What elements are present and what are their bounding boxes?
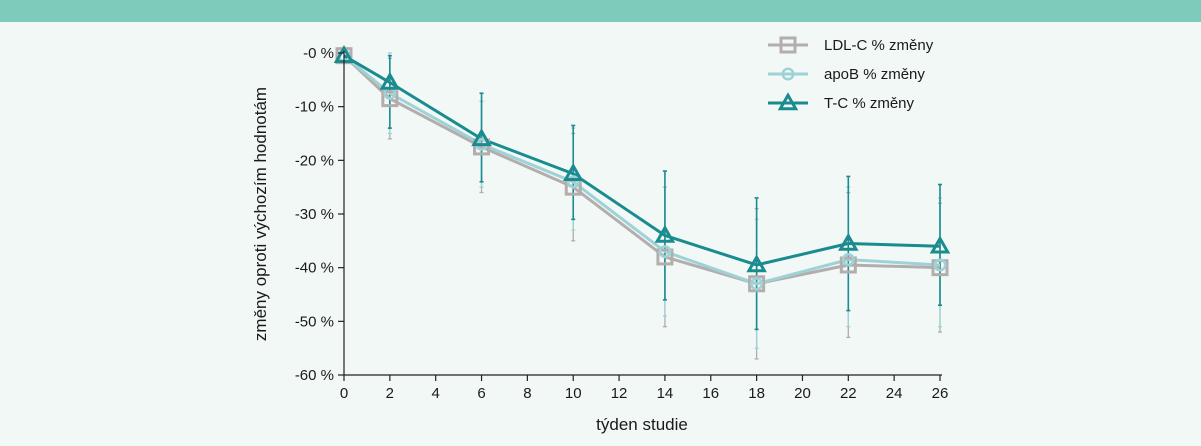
x-tick-label: 0 <box>340 385 348 402</box>
series-triangle-line <box>343 54 941 267</box>
series-lines-layer <box>342 54 941 286</box>
series-markers-layer <box>333 44 951 293</box>
series-triangle-point <box>471 128 492 147</box>
series-circle-point <box>841 253 855 267</box>
chart-frame: 0 2 4 6 8 10 12 14 16 18 20 22 24 26 -0 % -10 % -20 % -30… <box>0 22 1201 441</box>
series-triangle-point <box>562 163 584 182</box>
y-axis-title: změny oproti výchozím hodnotám <box>251 87 270 341</box>
x-tick-label: 10 <box>565 385 582 402</box>
series-triangle-point <box>746 254 767 273</box>
header-bar <box>0 0 1201 22</box>
series-circle-point <box>933 258 947 272</box>
series-circle-point <box>750 277 764 291</box>
legend-square-marker <box>779 36 797 54</box>
x-tick-label: 6 <box>477 385 485 402</box>
series-circle-line <box>343 54 941 286</box>
series-square-point <box>656 248 674 266</box>
series-square-point <box>839 256 857 274</box>
series-triangle-point <box>379 71 401 90</box>
series-triangle-point <box>654 224 676 243</box>
legend-triangle-marker <box>777 92 799 111</box>
x-tick-label: 12 <box>611 385 628 402</box>
series-circle-point <box>658 245 672 259</box>
series-triangle-point <box>929 235 951 254</box>
line-chart: 0 2 4 6 8 10 12 14 16 18 20 22 24 26-0 %-10 %-20 %-30… <box>251 36 951 434</box>
axes-layer: 0 2 4 6 8 10 12 14 16 18 20 22 24 26-0 %-10 %-20 %-30… <box>295 45 949 402</box>
x-tick-label: 2 <box>386 385 394 402</box>
legend-circle-label: apoB % změny <box>824 66 925 83</box>
legend-square-label: LDL-C % změny <box>824 37 934 54</box>
x-tick-label: 22 <box>840 385 857 402</box>
x-tick-label: 16 <box>702 385 719 402</box>
legend-triangle-label: T-C % změny <box>824 95 915 112</box>
series-triangle-point <box>838 232 859 251</box>
y-tick-label: -20 % <box>295 152 334 169</box>
series-square-line <box>342 54 941 286</box>
y-tick-label: -60 % <box>295 367 334 384</box>
x-tick-label: 20 <box>794 385 811 402</box>
x-tick-label: 26 <box>932 385 949 402</box>
y-tick-label: -0 % <box>303 45 334 62</box>
x-tick-label: 8 <box>523 385 531 402</box>
y-tick-label: -30 % <box>295 206 334 223</box>
y-tick-label: -50 % <box>295 313 334 330</box>
series-square-point <box>381 90 399 108</box>
legend-circle-marker <box>781 67 795 81</box>
y-tick-label: -10 % <box>295 99 334 116</box>
legend: LDL-C % změny apoB % změny T-C % změny <box>768 36 934 112</box>
series-square-point <box>748 275 766 293</box>
x-tick-label: 14 <box>657 385 674 402</box>
series-circle-point <box>566 175 580 189</box>
x-axis-title: týden studie <box>596 415 688 434</box>
x-tick-label: 4 <box>432 385 440 402</box>
y-tick-label: -40 % <box>295 260 334 277</box>
x-tick-label: 24 <box>886 385 903 402</box>
x-tick-label: 18 <box>748 385 765 402</box>
